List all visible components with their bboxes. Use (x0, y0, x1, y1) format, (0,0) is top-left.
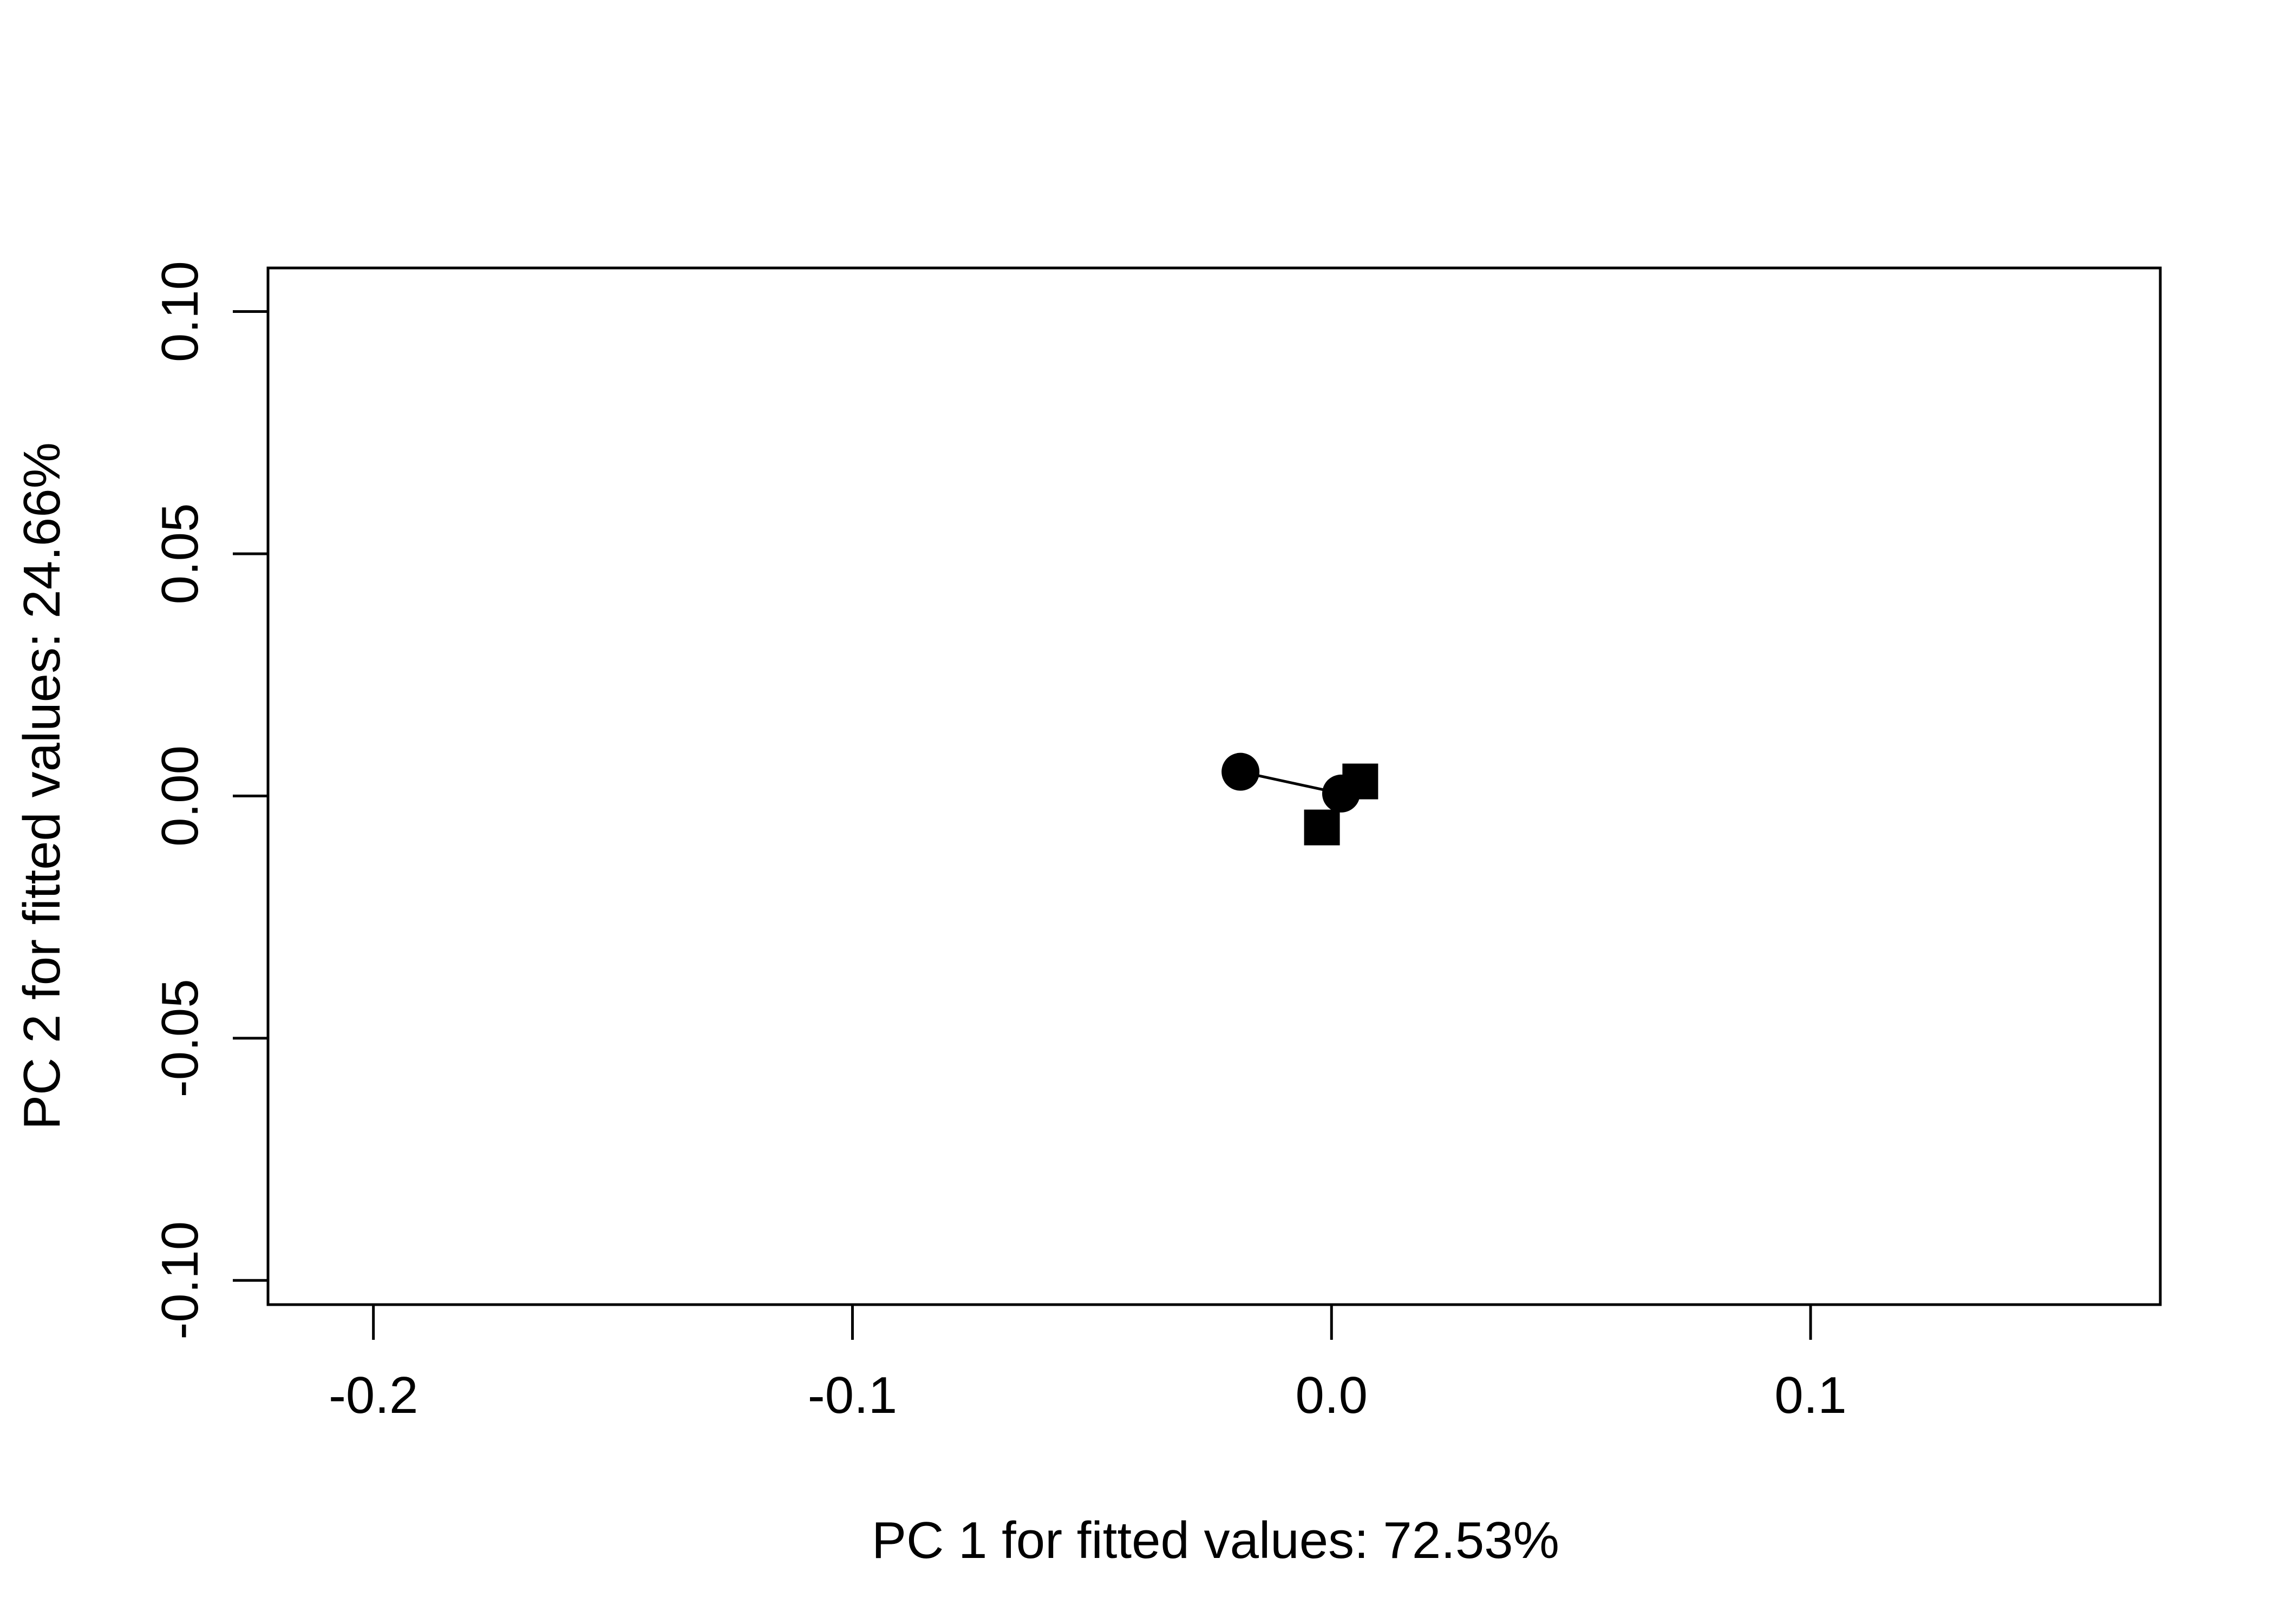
y-axis-title: PC 2 for fitted values: 24.66% (13, 442, 71, 1130)
data-points (1221, 752, 1378, 846)
square-point (1342, 763, 1378, 800)
y-tick-label: -0.10 (151, 1221, 209, 1340)
square-point (1304, 809, 1340, 846)
x-axis-title: PC 1 for fitted values: 72.53% (872, 1511, 1559, 1569)
x-axis: -0.2 -0.1 0.0 0.1 (329, 1303, 1847, 1424)
y-tick-label: 0.05 (151, 503, 209, 605)
y-tick-label: 0.00 (151, 745, 209, 847)
circle-point (1221, 752, 1260, 791)
plot-frame (266, 266, 2162, 1306)
x-tick-label: -0.1 (808, 1366, 897, 1424)
x-tick-label: 0.0 (1296, 1366, 1368, 1424)
y-tick-label: 0.10 (151, 261, 209, 362)
y-tick-label: -0.05 (151, 979, 209, 1097)
x-tick-label: -0.2 (329, 1366, 418, 1424)
y-axis: -0.10 -0.05 0.00 0.05 0.10 (151, 261, 270, 1340)
x-tick-label: 0.1 (1774, 1366, 1846, 1424)
